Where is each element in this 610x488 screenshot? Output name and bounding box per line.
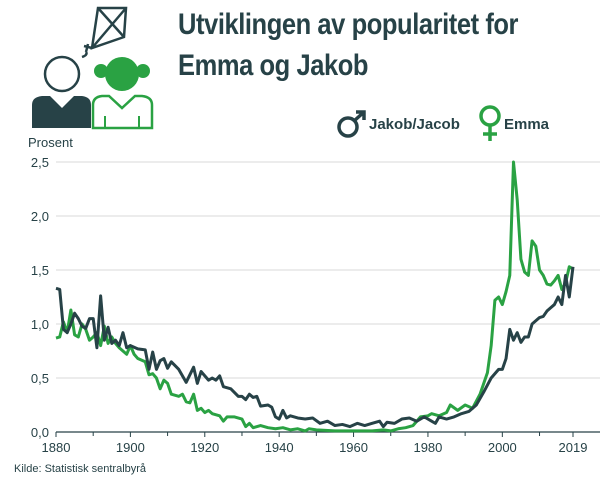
y-tick-label: 1,0: [31, 317, 49, 332]
x-tick-label: 2000: [488, 440, 517, 455]
y-tick-label: 2,0: [31, 209, 49, 224]
x-tick-label: 1880: [42, 440, 71, 455]
male-symbol-icon: [337, 110, 366, 138]
x-tick-label: 1920: [190, 440, 219, 455]
female-symbol-icon: [479, 105, 501, 141]
y-tick-label: 0,0: [31, 425, 49, 440]
legend-jakob: Jakob/Jacob: [335, 104, 460, 144]
y-tick-label: 0,5: [31, 371, 49, 386]
x-tick-label: 1980: [413, 440, 442, 455]
title-line-1: Utviklingen av popularitet for: [178, 8, 519, 41]
title-line-2: Emma og Jakob: [178, 49, 369, 82]
source-note: Kilde: Statistisk sentralbyrå: [14, 463, 147, 475]
illustration: [32, 6, 154, 130]
girl-icon: [91, 57, 154, 130]
y-tick-label: 1,5: [31, 263, 49, 278]
legend-label-jakob: Jakob/Jacob: [369, 115, 460, 133]
x-tick-label: 1900: [116, 440, 145, 455]
kite-icon: [81, 6, 128, 59]
series-line-jakob-jacob: [55, 266, 575, 429]
chart-title: Utviklingen av popularitet for Emma og J…: [178, 4, 518, 86]
y-axis-label: Prosent: [28, 135, 73, 150]
legend-label-emma: Emma: [504, 115, 550, 133]
series-line-emma: [55, 160, 574, 433]
y-tick-label: 2,5: [31, 155, 49, 170]
x-tick-label: 1940: [265, 440, 294, 455]
legend-emma: Emma: [478, 104, 549, 144]
boy-icon: [32, 55, 91, 128]
x-tick-label: 2019: [559, 440, 588, 455]
x-tick-label: 1960: [339, 440, 368, 455]
